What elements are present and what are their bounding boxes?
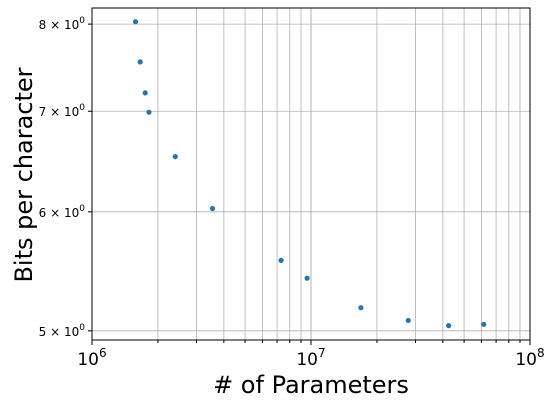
y-tick-labels: 5 × 100 6 × 100 7 × 100 8 × 100 — [39, 16, 86, 339]
data-point — [405, 317, 411, 324]
x-tick-label: 107 — [296, 346, 325, 370]
data-point — [172, 153, 178, 160]
data-point — [132, 19, 139, 25]
y-tick-label: 7 × 100 — [39, 103, 86, 119]
data-point — [304, 275, 310, 281]
data-point — [446, 323, 452, 329]
y-tick-label: 8 × 100 — [39, 16, 86, 32]
data-point — [278, 257, 284, 263]
x-tick-labels: 106 107 108 — [77, 346, 544, 370]
data-point — [209, 205, 216, 212]
x-axis-title: # of Parameters — [213, 371, 409, 399]
data-point — [146, 109, 152, 115]
x-tick-label: 106 — [77, 346, 106, 370]
axis-ticks — [88, 23, 531, 345]
data-points — [132, 19, 487, 329]
data-point — [137, 59, 143, 65]
x-tick-label: 108 — [515, 346, 544, 370]
data-point — [142, 90, 148, 96]
y-tick-label: 6 × 100 — [39, 204, 86, 220]
y-tick-label: 5 × 100 — [39, 323, 86, 339]
data-point — [358, 305, 364, 311]
y-axis-title: Bits per character — [10, 67, 38, 282]
data-point — [481, 321, 487, 327]
